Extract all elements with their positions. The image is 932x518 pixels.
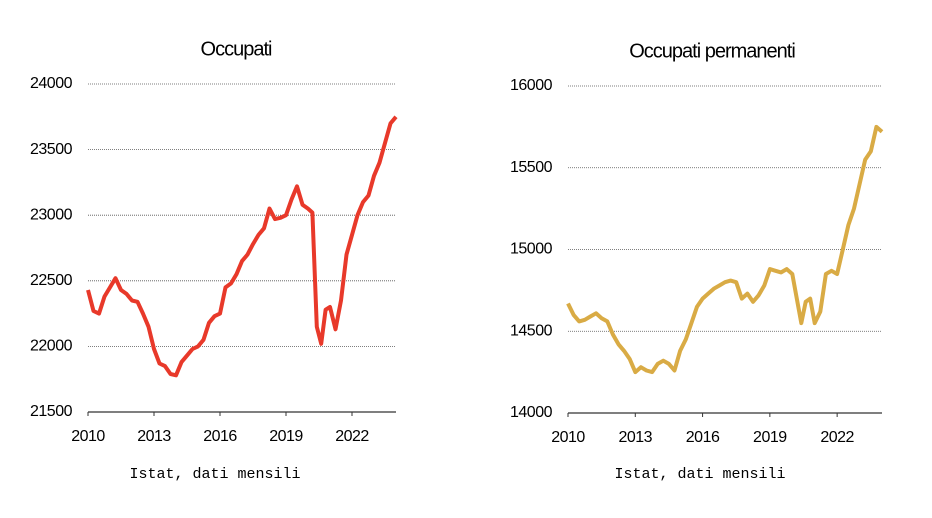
x-tick-label: 2010 (71, 428, 105, 445)
x-tick-label: 2019 (269, 428, 303, 445)
y-tick-label: 24000 (30, 75, 73, 92)
x-tick-label: 2010 (551, 429, 585, 446)
y-tick-label: 23000 (30, 206, 73, 223)
x-tick-label: 2013 (137, 428, 171, 445)
y-tick-label: 22000 (30, 338, 73, 355)
y-tick-label: 15500 (510, 159, 553, 176)
y-tick-label: 14000 (510, 404, 553, 421)
y-tick-label: 16000 (510, 77, 553, 94)
y-tick-label: 22500 (30, 272, 73, 289)
data-line (566, 124, 884, 375)
x-tick-label: 2013 (618, 429, 652, 446)
y-tick-label: 21500 (30, 403, 73, 420)
y-tick-label: 15000 (510, 241, 553, 258)
x-tick-label: 2022 (335, 428, 369, 445)
x-tick-label: 2022 (820, 429, 854, 446)
x-tick-label: 2016 (203, 428, 237, 445)
chart-title: Occupati (201, 38, 272, 60)
source-note: Istat, dati mensili (614, 466, 785, 483)
x-tick-label: 2016 (686, 429, 720, 446)
data-line (86, 115, 398, 378)
y-tick-label: 14500 (510, 322, 553, 339)
chart-title: Occupati permanenti (629, 40, 795, 62)
source-note: Istat, dati mensili (129, 466, 300, 483)
y-tick-label: 23500 (30, 141, 73, 158)
x-tick-label: 2019 (753, 429, 787, 446)
